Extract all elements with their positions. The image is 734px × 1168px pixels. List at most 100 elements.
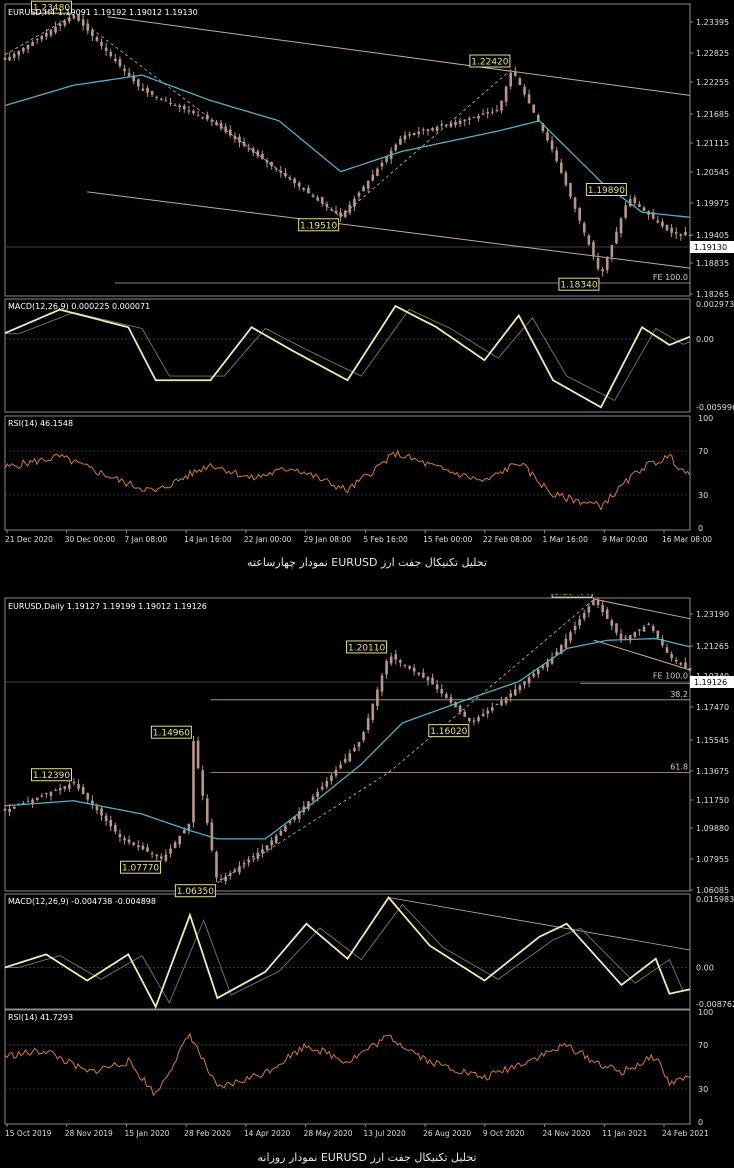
candle-body xyxy=(380,162,384,167)
candle-body xyxy=(316,791,319,797)
candle-body xyxy=(26,44,30,50)
candle-body xyxy=(201,770,204,796)
candle-body xyxy=(182,105,186,110)
current-price-box xyxy=(690,241,734,253)
candle-body xyxy=(458,120,462,124)
price-marker-label: 1.16020 xyxy=(430,727,467,737)
candle-body xyxy=(440,124,444,126)
time-tick-label: 14 Apr 2020 xyxy=(244,1129,291,1138)
candle-body xyxy=(417,131,421,134)
time-tick-label: 26 Aug 2020 xyxy=(423,1129,471,1138)
candle-body xyxy=(334,769,338,776)
candle-body xyxy=(523,681,526,685)
candle-body xyxy=(431,128,434,131)
candle-body xyxy=(81,786,85,795)
candle-body xyxy=(274,835,278,843)
price-marker-label: 1.20110 xyxy=(348,643,385,653)
candle-body xyxy=(431,677,434,685)
time-tick-label: 15 Jan 2020 xyxy=(124,1129,169,1138)
candle-body xyxy=(91,30,94,36)
candle-body xyxy=(224,876,227,882)
candle-body xyxy=(651,626,655,631)
rsi-frame xyxy=(4,1009,691,1125)
candle-body xyxy=(8,808,11,812)
price-tick-label: 1.21685 xyxy=(696,110,729,119)
candle-body xyxy=(536,114,540,122)
candle-body xyxy=(196,740,200,769)
rsi-frame xyxy=(4,415,691,531)
candle-body xyxy=(72,15,76,19)
candle-body xyxy=(307,801,310,809)
candle-body xyxy=(22,47,25,52)
candle-body xyxy=(468,717,471,722)
candle-body xyxy=(523,86,526,95)
candle-body xyxy=(49,791,53,796)
candle-body xyxy=(546,132,549,141)
upper-channel-line xyxy=(107,16,691,96)
candle-body xyxy=(403,664,407,666)
time-tick-label: 11 Jan 2021 xyxy=(602,1129,647,1138)
candle-body xyxy=(40,795,44,797)
candle-body xyxy=(288,178,292,180)
time-tick-label: 22 Jan 00:00 xyxy=(244,535,292,544)
candle-body xyxy=(596,258,600,269)
candle-body xyxy=(311,796,315,801)
candle-body xyxy=(619,633,623,640)
candle-body xyxy=(63,786,67,789)
macd-tick-label: 0.00 xyxy=(696,963,714,972)
candle-body xyxy=(339,764,342,769)
candle-body xyxy=(81,19,85,26)
candle-body xyxy=(495,110,499,112)
candle-body xyxy=(601,605,604,612)
price-frame xyxy=(4,597,691,892)
candle-body xyxy=(95,37,99,41)
macd-header: MACD(12,26,9) -0.004738 -0.004898 xyxy=(8,897,156,906)
candle-body xyxy=(679,662,683,665)
candle-body xyxy=(201,117,204,119)
candle-body xyxy=(463,119,467,122)
candle-body xyxy=(137,79,140,87)
candle-body xyxy=(265,845,269,850)
candle-body xyxy=(472,117,476,119)
candle-body xyxy=(486,710,490,714)
candle-body xyxy=(123,838,126,841)
price-tick-label: 1.19975 xyxy=(696,199,729,208)
time-tick-label: 29 Jan 08:00 xyxy=(304,535,352,544)
candle-body xyxy=(348,204,352,213)
candle-body xyxy=(514,71,517,76)
candle-body xyxy=(408,134,411,136)
price-tick-label: 1.18835 xyxy=(696,259,729,268)
rsi-line xyxy=(4,449,691,512)
candle-body xyxy=(302,188,306,190)
candle-body xyxy=(426,129,430,132)
candle-body xyxy=(674,232,678,234)
candle-body xyxy=(463,711,467,717)
candle-body xyxy=(316,197,319,200)
candle-body xyxy=(68,17,71,22)
time-tick-label: 9 Mar 00:00 xyxy=(602,535,648,544)
daily-chart-svg[interactable]: 38.2 61.8 FE 100.0 1.23480 1.20110 1.16020 1.1… xyxy=(0,594,734,1142)
price-marker-box xyxy=(31,768,72,782)
candle-body xyxy=(688,667,692,672)
h4-chart-svg[interactable]: FE 100.0 1.23480 1.22420 1.19510 1.19890 1.18… xyxy=(0,0,734,546)
rsi-line xyxy=(4,1032,691,1097)
candle-body xyxy=(86,793,90,800)
candle-body xyxy=(638,204,641,207)
candle-body xyxy=(307,187,310,194)
candle-body xyxy=(642,626,646,632)
price-marker-box xyxy=(585,182,627,196)
candle-body xyxy=(205,798,209,823)
candle-body xyxy=(481,113,485,115)
candle-body xyxy=(541,665,545,669)
candle-body xyxy=(357,742,361,747)
candle-body xyxy=(578,207,581,221)
price-header: EURUSD,H4 1.19091 1.19192 1.19012 1.1913… xyxy=(8,8,198,17)
candle-body xyxy=(454,121,457,125)
candle-body xyxy=(468,118,471,120)
candle-body xyxy=(77,14,80,21)
macd-tick-label: 0.015983 xyxy=(696,895,734,904)
candle-body xyxy=(155,96,159,98)
candle-body xyxy=(219,878,223,880)
price-header: EURUSD,Daily 1.19127 1.19199 1.19012 1.1… xyxy=(8,602,207,611)
time-tick-label: 15 Feb 00:00 xyxy=(423,535,472,544)
